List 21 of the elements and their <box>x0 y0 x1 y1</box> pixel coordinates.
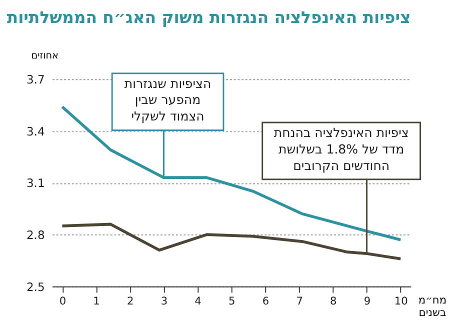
y-tick-label: 2.8 <box>26 228 45 242</box>
x-axis-title: מח״מ בשנים <box>418 294 447 319</box>
x-tick-label: 2 <box>127 295 134 308</box>
x-tick-label: 1 <box>93 295 100 308</box>
x-tick-label: 9 <box>364 295 371 308</box>
x-tick-label: 4 <box>194 295 202 308</box>
y-tick-label: 3.1 <box>26 176 45 190</box>
y-tick-label: 3.7 <box>26 72 45 86</box>
x-tick-label: 3 <box>160 295 168 308</box>
x-tick-label: 10 <box>394 295 408 308</box>
x-tick-label: 8 <box>330 295 338 308</box>
annotation: הציפיות שנגזרות מהפער שבין הצמוד לשקלי <box>124 76 212 124</box>
y-tick-label: 3.4 <box>26 124 45 138</box>
x-tick-label: 6 <box>262 295 270 308</box>
y-tick-label: 2.5 <box>26 280 45 294</box>
annotation: ציפיות האינפלציה בהנחת מדד של 1.8% בשלושת החודשים הקרובים <box>274 124 409 173</box>
chart-title: ציפיות האינפלציה הנגזרות משוק האג״ח הממשלתיות <box>6 8 411 28</box>
x-tick-label: 5 <box>228 295 236 308</box>
y-axis-title: אחוזים <box>31 50 58 62</box>
x-tick-label: 7 <box>296 295 303 308</box>
x-tick-label: 0 <box>59 295 66 308</box>
